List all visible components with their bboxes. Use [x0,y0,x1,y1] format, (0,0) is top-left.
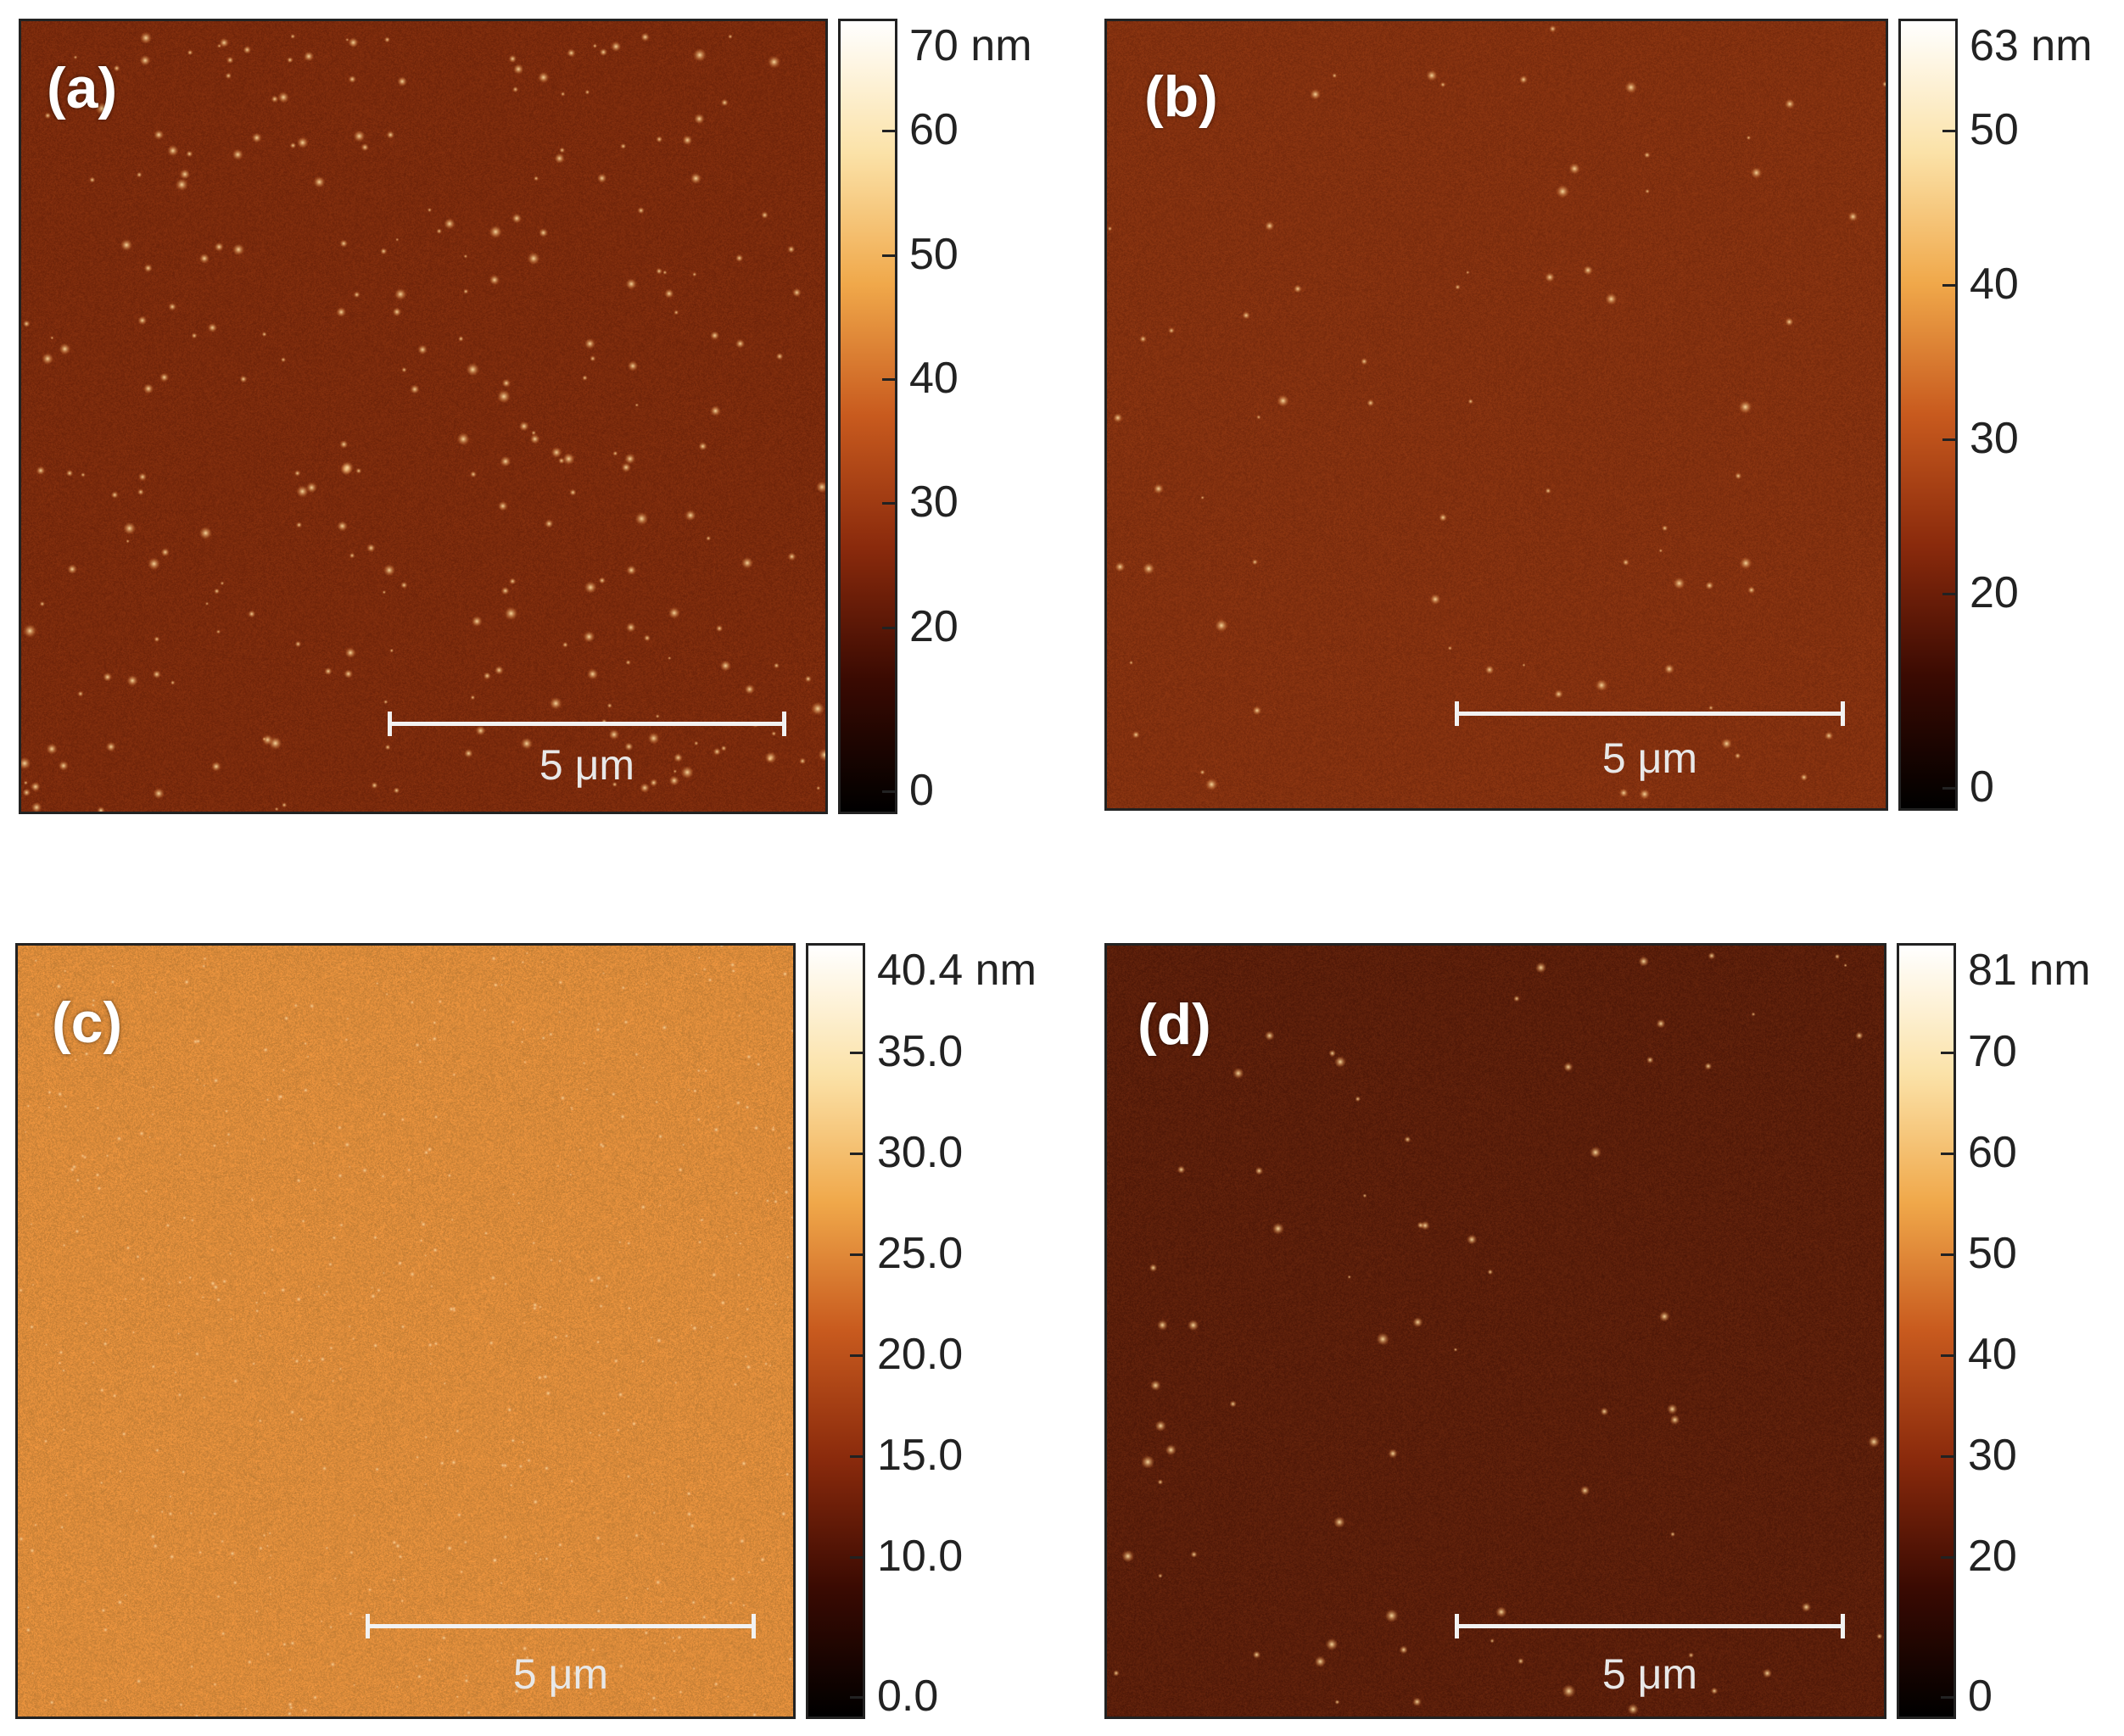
colorbar-tick-label-c: 0.0 [877,1671,939,1721]
scale-bar-label-b: 5 μm [1601,734,1698,782]
colorbar-tick-label-b: 30 [1970,414,2019,464]
colorbar-tick-a [882,626,896,629]
colorbar-tick-label-c: 10.0 [877,1531,964,1581]
afm-topography-a [21,21,825,812]
colorbar-tick-c [850,1695,864,1699]
colorbar-max-label-b: 63 nm [1970,21,2093,70]
colorbar-tick-b [1942,593,1956,596]
colorbar-tick-label-d: 50 [1968,1229,2017,1278]
panel-label-b: (b) [1144,64,1218,129]
colorbar-max-label-d: 81 nm [1968,946,2091,995]
scale-bar-label-a: 5 μm [539,741,635,789]
colorbar-tick-label-a: 50 [909,229,959,279]
colorbar-tick-a [882,254,896,257]
scale-bar-a [388,712,786,736]
colorbar-d [1897,943,1956,1719]
afm-topography-c [18,946,793,1716]
colorbar-tick-label-d: 40 [1968,1329,2017,1379]
afm-image-c: (c) 5 μm [15,943,796,1719]
panel-label-a: (a) [47,56,118,120]
colorbar-tick-b [1942,283,1956,287]
colorbar-tick-a [882,377,896,381]
colorbar-tick-d [1941,1253,1954,1256]
colorbar-tick-label-b: 0 [1970,762,1994,812]
colorbar-tick-label-c: 15.0 [877,1430,964,1480]
colorbar-tick-d [1941,1555,1954,1559]
colorbar-tick-d [1941,1695,1954,1699]
afm-topography-b [1107,21,1886,808]
colorbar-b [1898,19,1958,811]
colorbar-tick-d [1941,1153,1954,1156]
colorbar-tick-label-a: 60 [909,105,959,155]
colorbar-tick-label-d: 0 [1968,1671,1993,1721]
panel-label-d: (d) [1137,992,1211,1057]
scale-bar-c [366,1614,756,1638]
afm-image-b: (b) 5 μm [1104,19,1888,811]
scale-bar-label-d: 5 μm [1601,1650,1698,1698]
colorbar-tick-label-c: 25.0 [877,1229,964,1278]
colorbar-max-label-a: 70 nm [909,21,1032,70]
colorbar-tick-label-c: 30.0 [877,1128,964,1178]
colorbar-tick-label-c: 20.0 [877,1329,964,1379]
colorbar-tick-b [1942,786,1956,790]
colorbar-tick-label-a: 40 [909,353,959,403]
afm-image-a: (a) 5 μm [19,19,828,814]
colorbar-tick-label-b: 20 [1970,568,2019,618]
colorbar-tick-c [850,1153,864,1156]
colorbar-tick-c [850,1555,864,1559]
colorbar-tick-label-d: 60 [1968,1128,2017,1178]
colorbar-tick-d [1941,1052,1954,1055]
colorbar-tick-c [850,1253,864,1256]
colorbar-tick-label-c: 35.0 [877,1027,964,1077]
colorbar-tick-label-b: 50 [1970,104,2019,154]
colorbar-tick-label-a: 30 [909,477,959,527]
colorbar-tick-label-d: 70 [1968,1027,2017,1077]
colorbar-tick-c [850,1454,864,1458]
colorbar-tick-label-a: 0 [909,765,934,815]
afm-image-d: (d) 5 μm [1104,943,1886,1719]
colorbar-max-label-c: 40.4 nm [877,946,1037,995]
scale-bar-d [1455,1614,1845,1638]
scale-bar-b [1455,701,1845,726]
colorbar-c [806,943,865,1719]
colorbar-tick-a [882,130,896,133]
colorbar-tick-c [850,1052,864,1055]
colorbar-tick-d [1941,1454,1954,1458]
colorbar-a [838,19,897,814]
colorbar-tick-a [882,790,896,793]
colorbar-tick-b [1942,438,1956,442]
colorbar-tick-label-b: 40 [1970,259,2019,309]
colorbar-tick-c [850,1354,864,1357]
colorbar-tick-label-a: 20 [909,601,959,651]
afm-topography-d [1107,946,1884,1716]
colorbar-tick-label-d: 30 [1968,1430,2017,1480]
colorbar-tick-d [1941,1354,1954,1357]
colorbar-tick-b [1942,129,1956,132]
colorbar-tick-label-d: 20 [1968,1531,2017,1581]
panel-label-c: (c) [52,991,123,1055]
colorbar-tick-a [882,502,896,505]
scale-bar-label-c: 5 μm [512,1650,609,1698]
